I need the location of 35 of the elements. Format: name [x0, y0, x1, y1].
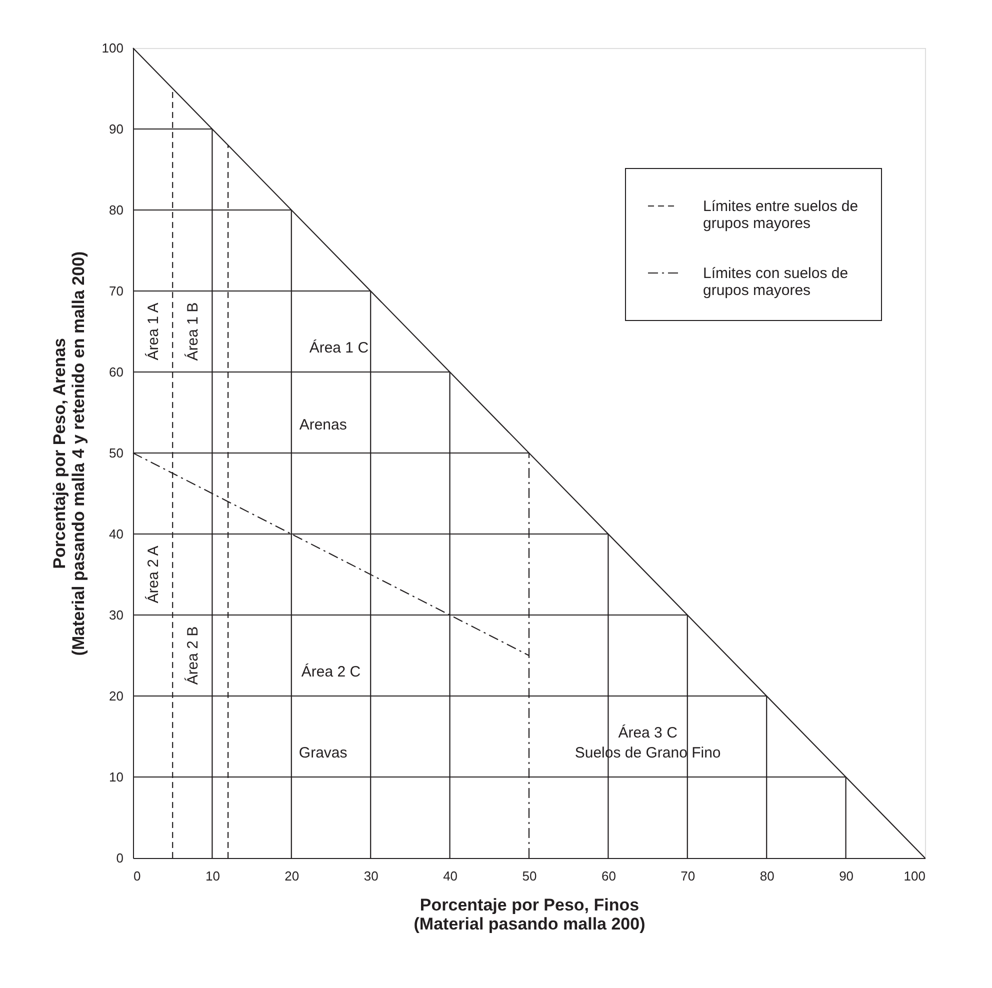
x-tick-label: 80	[760, 868, 774, 884]
y-axis-title: Porcentaje por Peso, Arenas (Material pasando malla 4 y retenido en malla 200)	[50, 251, 88, 656]
annotation: Área 2 C	[301, 662, 361, 681]
y-tick-label: 90	[109, 122, 124, 136]
y-tick-label: 40	[109, 526, 124, 542]
annotation: Área 1 C	[309, 338, 369, 357]
annotation: Gravas	[298, 744, 348, 762]
y-tick-label: 50	[109, 446, 124, 460]
y-tick-label: 30	[109, 608, 124, 622]
x-tick-label: 20	[284, 868, 300, 884]
x-axis-title: Porcentaje por Peso, Finos (Material pasando malla 200)	[414, 896, 646, 934]
annotation: Arenas	[299, 416, 347, 434]
x-tick-label: 100	[904, 868, 926, 884]
x-tick-label: 90	[839, 868, 854, 884]
x-tick-label: 50	[522, 868, 537, 884]
annotation: Área 2 B	[183, 626, 202, 685]
x-tick-label: 40	[443, 868, 458, 884]
legend-label: Límites con suelos de grupos mayores	[703, 265, 848, 299]
y-tick-label: 20	[109, 688, 124, 704]
y-tick-label: 100	[102, 40, 124, 56]
y-tick-label: 60	[109, 364, 124, 380]
annotation: Área 1 A	[144, 302, 162, 360]
x-tick-label: 60	[601, 868, 616, 884]
x-tick-label: 10	[205, 868, 220, 884]
annotation: Área 3 C	[618, 723, 678, 742]
y-tick-label: 70	[109, 284, 124, 298]
y-tick-label: 10	[109, 770, 124, 784]
y-tick-label: 0	[116, 850, 124, 866]
legend-label: Límites entre suelos de grupos mayores	[703, 198, 858, 232]
x-tick-label: 70	[680, 868, 696, 884]
y-tick-label: 80	[109, 202, 124, 218]
x-tick-label: 0	[134, 868, 141, 884]
annotation: Área 2 A	[144, 546, 162, 604]
annotation: Área 1 B	[183, 302, 202, 361]
x-tick-label: 30	[364, 868, 378, 884]
